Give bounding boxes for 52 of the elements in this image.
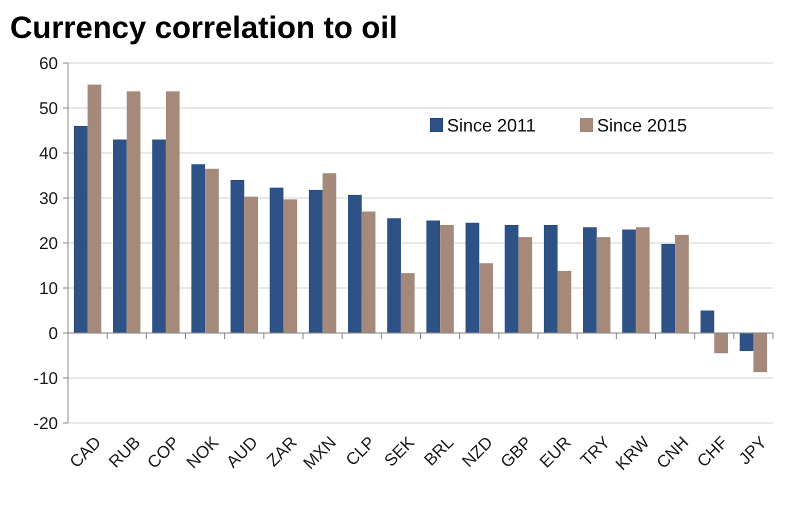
bar: [230, 180, 244, 333]
y-tick-label: -10: [33, 368, 58, 388]
bar: [387, 218, 401, 333]
bar: [622, 230, 636, 333]
bar: [74, 126, 88, 333]
bar: [308, 190, 323, 333]
x-tick-label: CAD: [66, 432, 105, 472]
bar: [740, 333, 754, 351]
y-tick-label: -20: [33, 414, 58, 433]
x-tick-label: TRY: [576, 432, 614, 470]
bar: [700, 310, 714, 333]
bar: [544, 225, 558, 333]
bar: [400, 273, 415, 333]
bar: [753, 333, 768, 372]
bar: [113, 140, 127, 333]
bar: [440, 225, 454, 333]
bar: [636, 227, 650, 333]
bar: [661, 244, 676, 333]
x-tick-label: CLP: [342, 432, 379, 470]
bar: [362, 212, 376, 333]
y-tick-label: 50: [39, 98, 58, 118]
bar: [270, 188, 284, 333]
bar: [191, 164, 206, 333]
bar: [466, 222, 480, 333]
bar: [714, 333, 728, 354]
bar: [283, 199, 298, 333]
bar: [504, 225, 518, 333]
y-tick-label: 60: [39, 54, 58, 73]
bar: [596, 237, 610, 333]
legend-label: Since 2011: [447, 115, 536, 136]
bar: [558, 270, 572, 333]
bar: [166, 91, 180, 333]
bar: [479, 263, 493, 333]
bar: [322, 173, 336, 333]
bar: [126, 91, 140, 333]
bar: [348, 194, 362, 333]
bar: [518, 237, 532, 333]
bar: [426, 220, 440, 333]
y-tick-label: 10: [39, 278, 58, 298]
bar: [205, 168, 219, 333]
bar: [152, 140, 166, 333]
bar: [244, 196, 258, 333]
y-tick-label: 40: [39, 144, 58, 163]
y-tick-label: 20: [39, 234, 58, 253]
bar: [88, 84, 102, 333]
chart-title: Currency correlation to oil: [10, 10, 398, 45]
y-tick-label: 30: [39, 188, 58, 208]
y-tick-label: 0: [48, 324, 58, 343]
bar: [675, 234, 689, 333]
legend-label: Since 2015: [597, 115, 688, 136]
x-tick-label: BRL: [420, 432, 458, 470]
bar: [583, 227, 597, 333]
